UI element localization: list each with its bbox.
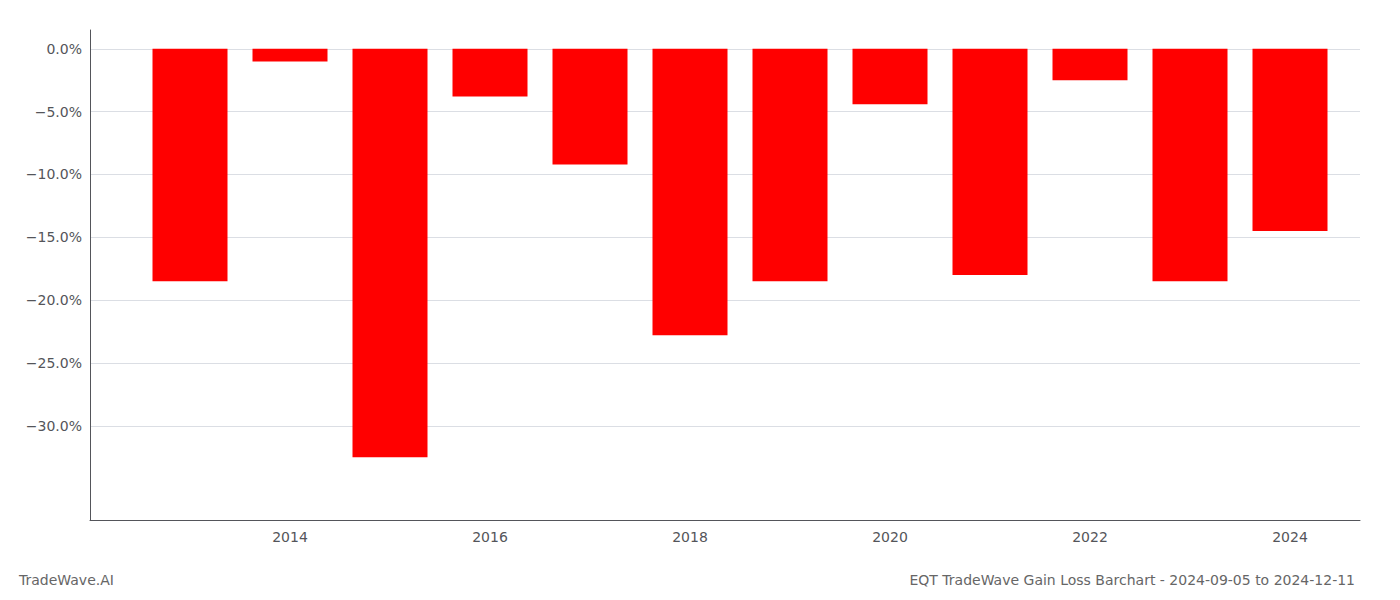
svg-text:0.0%: 0.0% — [46, 41, 82, 57]
svg-text:−5.0%: −5.0% — [35, 104, 82, 120]
svg-text:−15.0%: −15.0% — [26, 229, 82, 245]
svg-text:EQT TradeWave Gain Loss Barcha: EQT TradeWave Gain Loss Barchart - 2024-… — [909, 572, 1355, 588]
svg-text:2024: 2024 — [1272, 529, 1308, 545]
svg-text:−10.0%: −10.0% — [26, 166, 82, 182]
svg-text:TradeWave.AI: TradeWave.AI — [18, 572, 114, 588]
svg-text:−20.0%: −20.0% — [26, 292, 82, 308]
svg-text:2020: 2020 — [872, 529, 908, 545]
svg-text:2016: 2016 — [472, 529, 508, 545]
svg-text:2018: 2018 — [672, 529, 708, 545]
svg-text:2014: 2014 — [272, 529, 308, 545]
svg-text:−25.0%: −25.0% — [26, 355, 82, 371]
svg-text:2022: 2022 — [1072, 529, 1108, 545]
svg-text:−30.0%: −30.0% — [26, 418, 82, 434]
